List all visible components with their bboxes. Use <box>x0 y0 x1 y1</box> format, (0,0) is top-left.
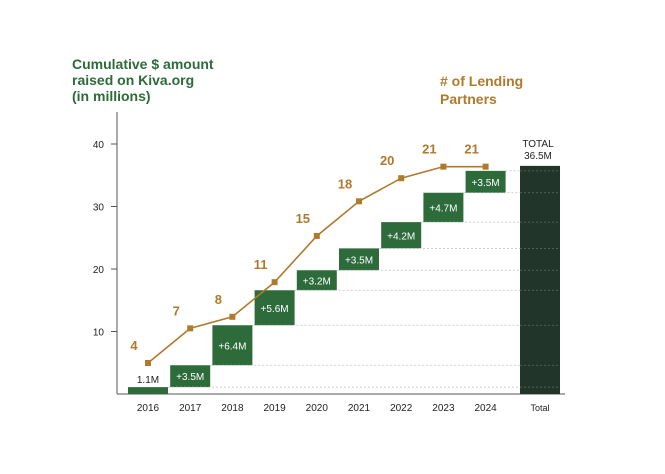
y-tick-label: 30 <box>93 203 105 214</box>
bar-value-label: +5.6M <box>261 304 289 315</box>
total-label: TOTAL 36.5M <box>512 139 564 163</box>
bar-value-label: +3.5M <box>345 255 373 266</box>
total-bar <box>520 165 560 394</box>
lending-partners-label: 4 <box>130 338 138 353</box>
x-tick-label-total: Total <box>530 403 549 413</box>
x-tick-label: 2021 <box>348 403 371 414</box>
y-tick-label: 40 <box>93 140 105 151</box>
lending-partners-point <box>187 325 194 332</box>
lending-partners-label: 8 <box>215 292 222 307</box>
lending-partners-label: 21 <box>464 142 478 157</box>
x-tick-label: 2018 <box>221 403 244 414</box>
waterfall-bar <box>254 290 295 326</box>
lending-partners-point <box>145 360 151 366</box>
line-series-title-line: # of Lending <box>440 73 524 89</box>
lending-partners-point <box>271 279 278 286</box>
lending-partners-point <box>356 198 362 205</box>
bar-value-label: +3.5M <box>472 178 500 189</box>
x-tick-label: 2024 <box>474 403 497 414</box>
bar-value-label: +4.2M <box>387 231 415 242</box>
waterfall-bar <box>212 325 253 366</box>
bar-value-label: +6.4M <box>218 341 246 352</box>
total-label-line: TOTAL <box>522 139 554 150</box>
lending-partners-label: 18 <box>338 176 352 191</box>
y-tick-label: 10 <box>93 328 105 339</box>
lending-partners-point <box>229 313 236 320</box>
bar-value-label: +3.5M <box>176 372 204 383</box>
waterfall-bar <box>170 365 211 388</box>
y-axis-title-line: (in millions) <box>72 88 151 104</box>
waterfall-bar <box>465 170 506 193</box>
line-series-title-line: Partners <box>440 91 497 107</box>
waterfall-bar <box>339 248 379 271</box>
y-tick-label: 20 <box>93 265 105 276</box>
x-tick-label: 2020 <box>306 403 329 414</box>
x-tick-label: 2023 <box>432 403 455 414</box>
y-axis-title: Cumulative $ amount raised on Kiva.org (… <box>72 56 272 104</box>
lending-partners-label: 20 <box>380 153 394 168</box>
x-tick-label: 2017 <box>179 403 202 414</box>
bar-value-label: +3.2M <box>303 276 331 287</box>
y-axis-title-line: raised on Kiva.org <box>72 72 195 88</box>
waterfall-bar <box>381 222 422 249</box>
waterfall-bar <box>296 270 337 291</box>
x-tick-label: 2019 <box>263 403 286 414</box>
waterfall-bar <box>128 387 168 394</box>
waterfall-bar <box>423 192 464 223</box>
lending-partners-point <box>482 163 489 170</box>
x-tick-label: 2016 <box>137 403 160 414</box>
lending-partners-label: 21 <box>422 142 436 157</box>
lending-partners-label: 7 <box>173 303 180 318</box>
lending-partners-label: 15 <box>296 211 310 226</box>
bar-value-label: +4.7M <box>429 203 457 214</box>
lending-partners-point <box>313 232 320 239</box>
lending-partners-label: 11 <box>254 257 268 272</box>
total-label-line: 36.5M <box>524 151 552 162</box>
x-tick-label: 2022 <box>390 403 413 414</box>
bar-value-label: 1.1M <box>137 375 159 386</box>
y-axis-title-line: Cumulative $ amount <box>72 56 214 72</box>
lending-partners-point <box>398 175 405 182</box>
line-series-title: # of Lending Partners <box>440 72 580 108</box>
lending-partners-point <box>440 163 447 170</box>
